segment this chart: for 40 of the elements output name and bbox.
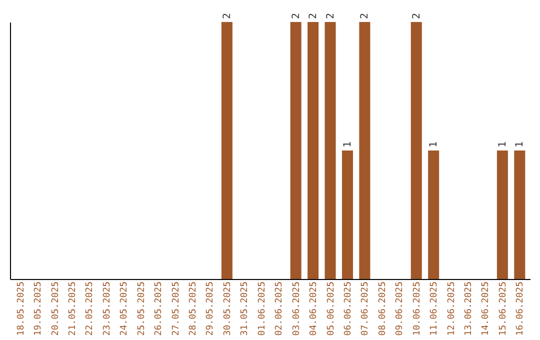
x-tick-label: 09.06.2025	[395, 282, 406, 336]
x-tick-label: 01.06.2025	[257, 282, 268, 336]
data-label: 1	[514, 141, 526, 148]
data-label: 2	[360, 12, 371, 19]
x-tick-label: 19.05.2025	[34, 282, 44, 336]
x-tick-label: 10.06.2025	[412, 282, 422, 336]
data-label: 1	[428, 141, 440, 148]
data-label: 1	[497, 141, 508, 148]
x-tick-label: 31.05.2025	[240, 282, 250, 336]
x-tick-label: 18.05.2025	[16, 282, 26, 336]
x-tick-label: 26.05.2025	[154, 282, 164, 336]
data-label: 2	[222, 12, 233, 19]
x-tick-label: 13.06.2025	[464, 282, 474, 336]
x-tick-label: 27.05.2025	[171, 282, 182, 336]
x-tick-label: 29.05.2025	[206, 282, 216, 336]
data-label: 2	[308, 12, 320, 19]
x-tick-label: 06.06.2025	[343, 282, 354, 336]
x-tick-label: 20.05.2025	[50, 282, 61, 336]
x-tick-label: 24.05.2025	[120, 282, 130, 336]
x-tick-label: 21.05.2025	[68, 282, 78, 336]
x-tick-label: 14.06.2025	[481, 282, 492, 336]
x-tick-label: 04.06.2025	[309, 282, 320, 336]
x-tick-label: 11.06.2025	[430, 282, 440, 336]
data-label: 2	[290, 12, 302, 19]
x-tick-label: 05.06.2025	[326, 282, 336, 336]
data-label: 2	[411, 12, 422, 19]
x-tick-label: 25.05.2025	[136, 282, 147, 336]
x-tick-label: 28.05.2025	[188, 282, 199, 336]
x-tick-label: 22.05.2025	[85, 282, 96, 336]
x-tick-label: 15.06.2025	[498, 282, 508, 336]
x-tick-label: 02.06.2025	[274, 282, 285, 336]
x-tick-label: 23.05.2025	[102, 282, 112, 336]
x-tick-label: 07.06.2025	[360, 282, 371, 336]
data-label: 2	[325, 12, 336, 19]
x-tick-label: 08.06.2025	[378, 282, 388, 336]
x-tick-label: 16.06.2025	[516, 282, 526, 336]
data-label: 1	[342, 141, 354, 148]
x-tick-label: 12.06.2025	[446, 282, 457, 336]
x-tick-label: 03.06.2025	[292, 282, 302, 336]
x-tick-label: 30.05.2025	[222, 282, 233, 336]
